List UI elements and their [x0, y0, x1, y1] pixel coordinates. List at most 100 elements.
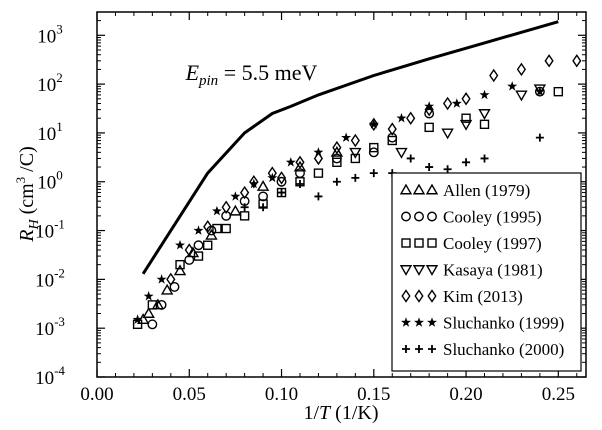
data-points: [132, 54, 582, 330]
y-tick-exponent: 1: [56, 119, 63, 134]
data-point-circle: [193, 240, 204, 251]
data-point-diamond: [516, 62, 527, 77]
data-point-circle: [368, 147, 379, 158]
data-point-star: [248, 178, 259, 189]
data-point-triangle-down: [349, 147, 362, 159]
epin-value: = 5.5 meV: [218, 60, 317, 85]
data-point-plus: [332, 177, 341, 186]
y-tick-exponent: -4: [54, 363, 65, 378]
data-point-triangle-down: [515, 90, 528, 102]
data-point-diamond: [406, 111, 416, 125]
data-point-star: [479, 89, 490, 100]
data-point-star: [175, 240, 185, 250]
y-tick-label: 103: [37, 21, 63, 47]
legend-label: Kim (2013): [443, 287, 523, 306]
data-point-diamond: [276, 171, 287, 185]
legend-marker-circle: [401, 211, 411, 222]
y-axis-label: RH (cm3 /C): [13, 146, 42, 243]
data-point-plus: [406, 154, 415, 163]
data-point-square: [369, 142, 379, 153]
data-point-diamond: [369, 117, 379, 132]
data-point-square: [387, 135, 397, 146]
x-tick-label: 0.25: [542, 384, 575, 405]
legend-marker-plus: [415, 345, 423, 353]
data-point-plus: [369, 169, 378, 178]
data-point-diamond: [572, 54, 582, 68]
data-point-star: [132, 314, 143, 324]
data-point-square: [221, 223, 231, 234]
data-point-diamond: [249, 174, 259, 189]
y-tick-exponent: -1: [54, 217, 65, 232]
data-point-plus: [480, 154, 489, 163]
data-point-square: [332, 157, 342, 168]
data-point-square: [239, 211, 250, 221]
data-point-triangle-up: [151, 298, 165, 310]
data-point-triangle-up: [173, 264, 187, 276]
data-point-diamond: [424, 102, 434, 117]
x-axis: 0.00 0.05 0.10 0.15 0.20 0.25: [80, 12, 578, 405]
data-point-plus: [443, 165, 452, 174]
y-tick-exponent: 3: [56, 21, 63, 36]
data-point-plus: [314, 192, 323, 201]
y-tick-exponent: -3: [54, 314, 65, 329]
data-point-star: [230, 191, 241, 201]
legend-marker-star: [414, 317, 424, 327]
data-point-triangle-up: [293, 160, 307, 172]
data-point-triangle-up: [229, 204, 242, 216]
data-point-triangle-down: [459, 119, 473, 131]
data-point-diamond: [240, 185, 250, 200]
data-point-diamond: [295, 155, 305, 170]
plot-frame: [96, 11, 587, 378]
y-tick-label: 101: [37, 119, 63, 145]
y-tick-exponent: 0: [56, 168, 63, 183]
legend-label: Sluchanko (2000): [443, 340, 564, 359]
data-point-triangle-down: [441, 128, 454, 140]
data-point-square: [424, 122, 434, 133]
legend-marker-diamond: [414, 289, 424, 303]
data-point-diamond: [489, 68, 499, 83]
data-point-star: [156, 274, 167, 284]
legend-marker-triangle-up: [425, 183, 439, 195]
x-tick-label: 0.00: [80, 384, 113, 405]
data-point-diamond: [544, 54, 554, 68]
data-point-star: [396, 113, 407, 123]
data-point-plus: [425, 163, 434, 172]
y-tick-label: 102: [37, 70, 63, 96]
legend-marker-circle: [414, 211, 424, 222]
data-point-square: [203, 240, 213, 250]
data-point-diamond: [203, 219, 213, 234]
data-point-star: [368, 119, 379, 129]
data-point-square: [479, 119, 490, 130]
data-point-square: [147, 300, 158, 310]
data-point-circle: [156, 299, 167, 310]
data-point-square: [193, 251, 204, 261]
data-point-star: [451, 98, 462, 108]
epin-symbol: E: [185, 60, 200, 85]
data-point-star: [193, 225, 204, 235]
data-point-plus: [277, 188, 286, 197]
y-tick-exponent: 2: [56, 70, 63, 85]
data-point-diamond: [461, 92, 471, 106]
y-tick-label: 10-2: [35, 265, 65, 291]
legend-marker-star: [401, 317, 411, 327]
legend-label: Sluchanko (1999): [443, 314, 564, 333]
y-tick-label: 10-4: [35, 363, 65, 389]
data-point-star: [267, 172, 278, 183]
data-point-square: [461, 113, 471, 123]
data-point-plus: [351, 173, 360, 182]
legend-marker-triangle-down: [399, 265, 413, 276]
x-tick-label: 0.05: [173, 384, 206, 405]
legend-marker-triangle-down: [425, 265, 439, 276]
data-point-star: [285, 157, 296, 167]
legend-label: Cooley (1997): [443, 234, 542, 253]
data-point-star: [507, 81, 518, 91]
data-point-plus: [240, 203, 249, 212]
data-point-plus: [535, 133, 544, 142]
data-point-plus: [295, 179, 304, 188]
data-point-triangle-up: [160, 283, 174, 295]
data-point-circle: [169, 281, 180, 292]
epin-model-curve: [141, 20, 559, 275]
data-point-diamond: [332, 140, 342, 155]
legend-marker-diamond: [427, 289, 437, 303]
